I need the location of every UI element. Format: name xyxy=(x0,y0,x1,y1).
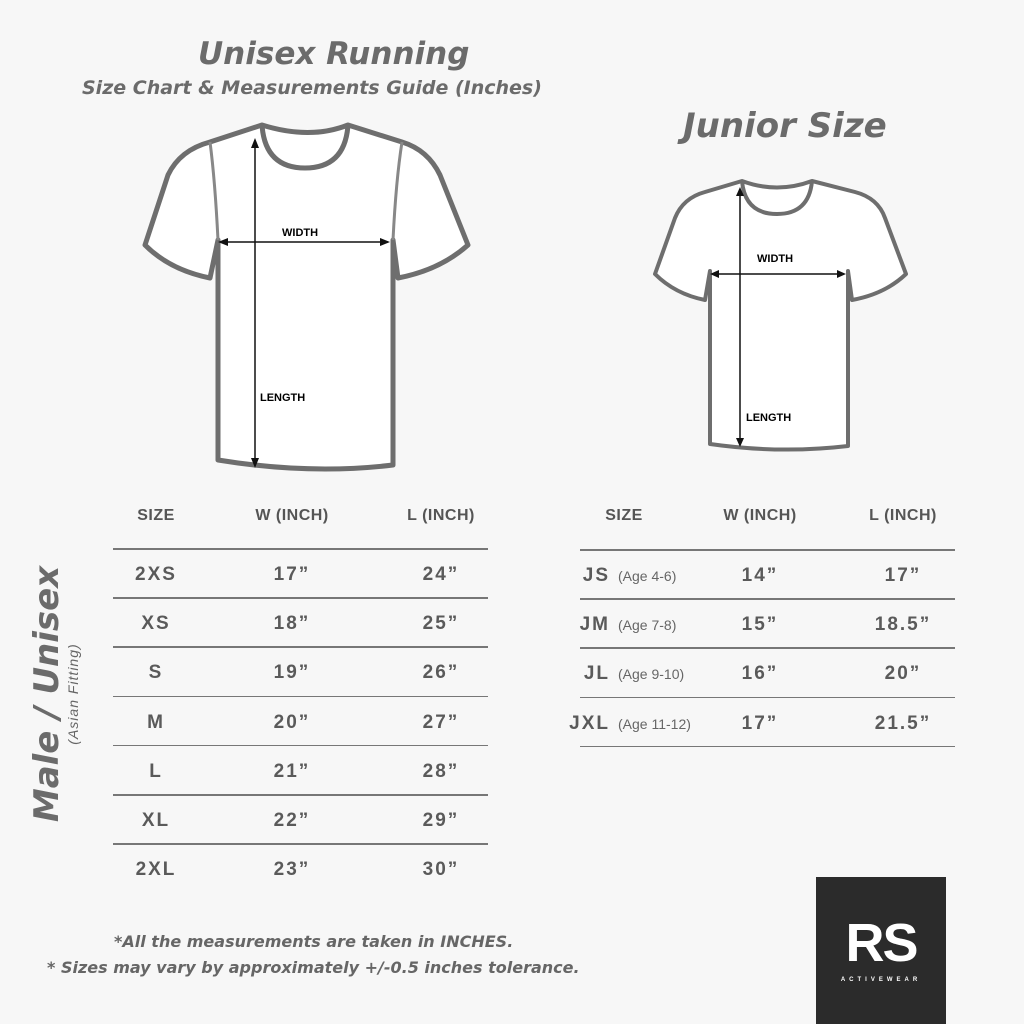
row-divider xyxy=(113,597,488,599)
size-cell: S xyxy=(148,662,164,684)
junior-length-label: LENGTH xyxy=(746,412,792,424)
row-divider xyxy=(113,548,488,550)
length-cell: 29” xyxy=(422,810,460,831)
adult-width-label: WIDTH xyxy=(282,227,319,239)
size-code: JXL xyxy=(569,712,610,734)
width-cell: 23” xyxy=(273,859,311,881)
width-cell: 17” xyxy=(273,564,311,585)
size-cell: XS xyxy=(141,613,171,635)
side-label-main: Male / Unisex xyxy=(27,565,67,823)
size-cell: JM (Age 7-8) xyxy=(560,614,710,636)
logo-tagline: ACTIVEWEAR xyxy=(840,977,922,983)
header-size: SIZE xyxy=(137,507,175,524)
width-cell: 16” xyxy=(741,663,779,685)
length-cell: 17” xyxy=(884,565,922,586)
row-divider xyxy=(580,745,955,748)
junior-width-label: WIDTH xyxy=(757,253,794,265)
age-range: (Age 9-10) xyxy=(618,666,685,683)
row-divider xyxy=(580,647,955,649)
length-cell: 28” xyxy=(422,760,460,782)
header-width: W (INCH) xyxy=(255,507,329,524)
row-divider xyxy=(580,696,955,699)
size-cell: JXL (Age 11-12) xyxy=(560,713,710,735)
header-length: L (INCH) xyxy=(407,507,475,524)
row-divider xyxy=(580,598,955,600)
length-cell: 24” xyxy=(422,564,460,585)
logo-text: RS xyxy=(845,913,918,973)
adult-length-label: LENGTH xyxy=(260,392,306,404)
age-range: (Age 4-6) xyxy=(618,568,677,584)
adult-tshirt-diagram xyxy=(142,122,471,472)
side-label: Male / Unisex (Asian Fitting) xyxy=(27,564,81,824)
width-cell: 18” xyxy=(273,613,311,635)
size-code: JL xyxy=(583,663,610,685)
width-cell: 21” xyxy=(273,760,311,782)
width-cell: 14” xyxy=(741,565,779,586)
row-divider xyxy=(113,646,488,648)
junior-title: Junior Size xyxy=(683,106,887,146)
length-cell: 27” xyxy=(422,711,460,733)
size-code: JM xyxy=(579,614,610,636)
note-inches: *All the measurements are taken in INCHE… xyxy=(114,932,514,951)
size-cell: 2XS xyxy=(135,564,177,585)
age-range: (Age 7-8) xyxy=(618,617,677,634)
header-length: L (INCH) xyxy=(869,507,937,524)
side-label-sub: (Asian Fitting) xyxy=(65,643,81,745)
width-cell: 20” xyxy=(273,711,311,733)
width-cell: 17” xyxy=(741,712,779,734)
size-code: JS xyxy=(582,565,610,586)
note-tolerance: * Sizes may vary by approximately +/-0.5… xyxy=(47,958,580,977)
length-cell: 21.5” xyxy=(874,712,932,734)
row-divider xyxy=(113,843,488,845)
page-subtitle: Size Chart & Measurements Guide (Inches) xyxy=(82,77,542,99)
page-title: Unisex Running xyxy=(198,36,470,72)
width-cell: 22” xyxy=(273,810,311,831)
size-cell: 2XL xyxy=(135,859,177,881)
length-cell: 20” xyxy=(884,663,922,685)
size-cell: M xyxy=(147,711,165,733)
junior-tshirt-diagram xyxy=(653,179,908,452)
brand-logo: RS ACTIVEWEAR xyxy=(816,877,946,1024)
length-cell: 26” xyxy=(422,662,460,684)
header-size: SIZE xyxy=(605,507,643,524)
header-width: W (INCH) xyxy=(723,507,797,524)
age-range: (Age 11-12) xyxy=(618,715,691,732)
row-divider xyxy=(113,794,488,796)
size-cell: XL xyxy=(141,810,171,831)
row-divider xyxy=(113,744,488,747)
row-divider xyxy=(113,695,488,698)
length-cell: 30” xyxy=(422,859,460,881)
width-cell: 19” xyxy=(273,662,311,684)
length-cell: 18.5” xyxy=(874,614,932,636)
row-divider xyxy=(580,549,955,551)
length-cell: 25” xyxy=(422,613,460,635)
size-cell: L xyxy=(149,760,163,782)
size-cell: JL (Age 9-10) xyxy=(560,663,710,685)
width-cell: 15” xyxy=(741,614,779,636)
size-cell: JS (Age 4-6) xyxy=(560,565,710,587)
